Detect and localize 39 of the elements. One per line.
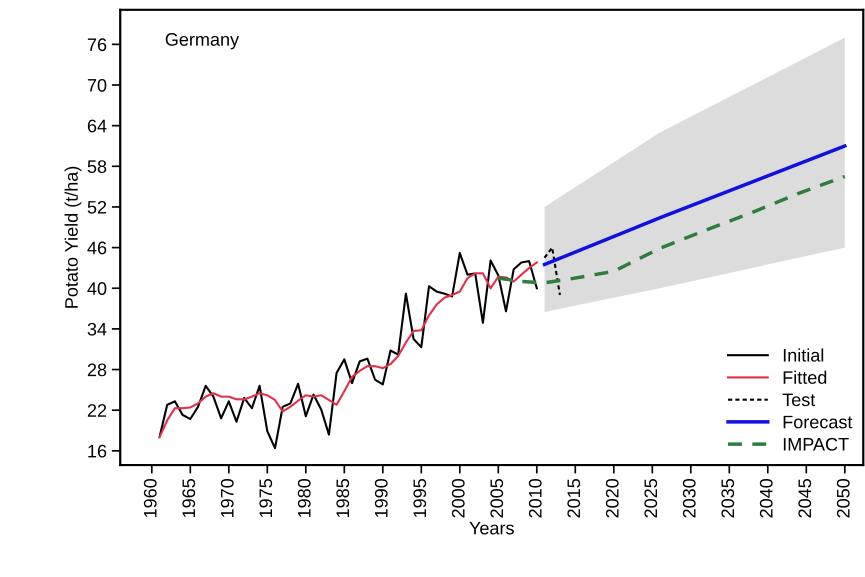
legend-label: IMPACT [784,438,849,451]
y-tick-label: 52 [88,200,106,214]
y-tick-label: 16 [88,444,106,458]
x-tick-label: 1970 [220,478,234,518]
y-tick-label: 40 [87,282,106,295]
x-tick-label: 2045 [798,479,812,518]
y-tick-label: 22 [88,404,106,417]
y-tick-label: 46 [87,242,106,254]
annotation: Germany [166,33,240,50]
y-tick-label: 76 [88,38,106,52]
x-tick-label: 2000 [452,478,465,518]
x-tick-label: 1995 [413,479,426,518]
x-tick-label: 1985 [336,479,350,518]
x-tick-label: 2050 [836,478,850,518]
legend-label: Initial [784,348,824,362]
y-axis-title: Potato Yield (t/ha) [64,166,82,308]
y-tick-label: 34 [88,322,107,336]
x-tick-label: 2025 [644,479,658,518]
x-tick-label: 1990 [374,478,388,518]
y-tick-label: 28 [88,363,106,376]
legend-label: Fitted [784,370,826,384]
y-tick-label: 58 [88,160,106,174]
legend-label: Forecast [784,416,852,428]
x-tick-label: 1980 [298,478,311,518]
y-tick-label: 70 [88,78,106,92]
x-axis-title: Years [469,522,514,534]
x-tick-label: 2040 [760,478,773,518]
y-tick-label: 64 [88,120,107,132]
legend-label: Test [782,394,816,406]
x-tick-label: 2035 [721,479,734,518]
x-tick-label: 1965 [182,479,196,518]
x-tick-label: 2030 [682,478,696,518]
x-tick-label: 2005 [490,479,504,518]
x-tick-label: 2015 [567,479,580,518]
x-tick-label: 1975 [259,479,272,518]
line-series [496,174,847,285]
x-tick-label: 1960 [144,478,157,518]
x-tick-label: 2010 [528,478,542,518]
x-tick-label: 2020 [606,478,619,518]
